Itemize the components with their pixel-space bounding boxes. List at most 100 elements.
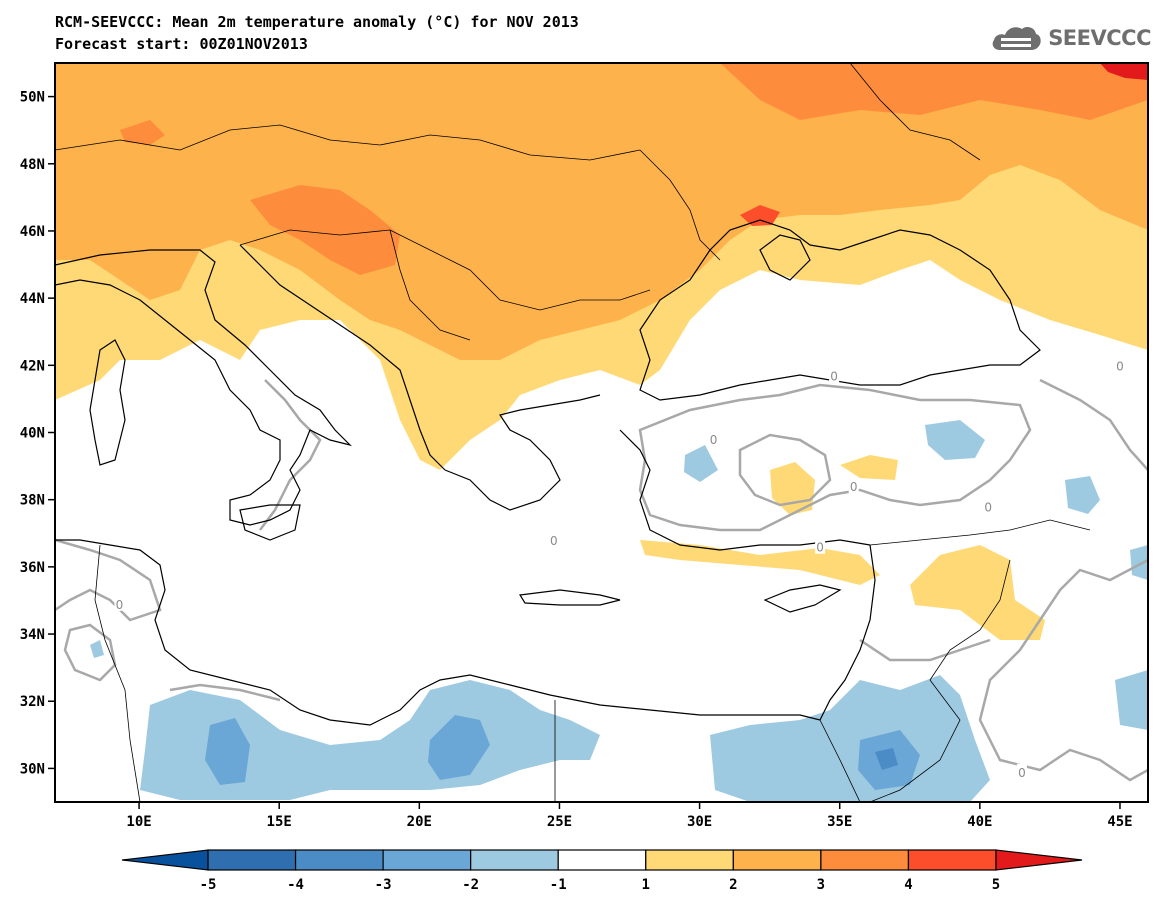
cool-anomaly-turkey-east	[925, 420, 985, 460]
lat-tick-label: 50N	[20, 90, 45, 106]
warm-anomaly-plus4-crimea	[740, 205, 780, 226]
border-danube	[389, 229, 471, 341]
lon-tick-label: 15E	[267, 814, 292, 830]
warm-anomaly-plus3-croatia	[250, 185, 400, 275]
colorbar-tick-label: -4	[287, 877, 304, 893]
cool-anomaly-east-edge	[1115, 670, 1148, 730]
contour-label: 0	[984, 500, 992, 514]
contour-label-background	[708, 431, 719, 447]
lat-tick-label: 34N	[20, 627, 45, 643]
contour-label: 0	[830, 369, 838, 383]
sardinia-corsica-coastline	[89, 339, 126, 466]
border-egypt-israel	[819, 719, 861, 802]
colorbar-bin	[907, 849, 997, 871]
forecast-start-label: Forecast start: 00Z01NOV2013	[55, 35, 308, 53]
zero-contour-tunisia	[63, 623, 117, 682]
contour-label-background	[815, 538, 826, 554]
colorbar-bin	[207, 849, 297, 871]
colorbar-bin	[470, 849, 559, 871]
crete-coastline	[518, 589, 621, 606]
border-jordan-saudi	[869, 679, 961, 802]
lon-tick-label: 30E	[687, 814, 712, 830]
colorbar-bin	[732, 849, 822, 871]
colorbar-tick-label: 5	[992, 877, 1000, 893]
zero-contours	[55, 378, 1148, 782]
map-title: RCM-SEEVCCC: Mean 2m temperature anomaly…	[55, 13, 579, 31]
colorbar-tick-label: 2	[729, 877, 737, 893]
cool-anomaly-tunisia	[90, 640, 104, 658]
contour-label-background	[1016, 763, 1027, 779]
logo-text: SEEVCCC	[1048, 26, 1151, 50]
cool-anomaly-core-gulf-sidra	[428, 715, 490, 780]
colorbar-tick-label: 3	[817, 877, 825, 893]
cool-anomaly-core-jordan-deep	[875, 748, 898, 770]
colorbar-min-extension	[121, 849, 209, 871]
contour-label-background	[114, 595, 125, 611]
sicily-coastline	[239, 504, 301, 541]
lat-tick-label: 40N	[20, 426, 45, 442]
lon-tick-label: 10E	[126, 814, 151, 830]
warm-anomaly-plus3-alps	[120, 120, 165, 145]
contour-label: 0	[1116, 359, 1124, 373]
zero-contour-anatolia	[638, 383, 1032, 532]
border-turkey-syria	[869, 519, 1091, 546]
lon-tick-label: 25E	[547, 814, 572, 830]
warm-anomaly-east-turkey	[840, 455, 898, 480]
zero-contour-east	[1039, 378, 1148, 471]
cyprus-coastline	[763, 584, 842, 613]
seevccc-logo: SEEVCCC	[990, 22, 1151, 54]
lat-tick-label: 32N	[20, 694, 45, 710]
colorbar-bin	[294, 849, 384, 871]
cool-anomaly-east-edge2	[1130, 545, 1148, 580]
black-sea-coastline	[639, 219, 1041, 401]
lat-tick-label: 30N	[20, 761, 45, 777]
border-ukraine	[639, 149, 721, 261]
contour-label: 0	[116, 598, 124, 612]
africa-coastline	[55, 539, 821, 726]
warm-anomaly-syria	[910, 545, 1045, 640]
latitude-axis: 30N 32N 34N 36N 38N 40N 42N 44N 46N 48N 50N	[20, 90, 55, 777]
cool-anomaly-egypt-israel	[710, 675, 990, 802]
colorbar-max-extension	[995, 849, 1083, 871]
cool-anomaly-core-libya	[205, 718, 250, 785]
coastlines	[55, 219, 1041, 726]
warm-anomaly-plus2-core	[55, 63, 1148, 360]
colorbar-tick-label: 1	[642, 877, 650, 893]
lat-tick-label: 36N	[20, 560, 45, 576]
colorbar-bin	[645, 849, 734, 871]
lat-tick-label: 38N	[20, 493, 45, 509]
warm-anomaly-plus3-ukraine	[720, 63, 1148, 120]
lat-tick-label: 46N	[20, 224, 45, 240]
country-borders	[55, 63, 1091, 802]
longitude-axis: 10E 15E 20E 25E 30E 35E 40E 45E	[126, 802, 1133, 830]
contour-label: 0	[710, 433, 718, 447]
contour-labels: 0 0 0 0 0 0 0 0 0	[114, 357, 1125, 780]
contour-label: 0	[816, 541, 824, 555]
contour-label-background	[548, 531, 559, 547]
cool-anomaly-iran-border	[1065, 476, 1100, 514]
contour-label-background	[1114, 357, 1125, 373]
zero-contour-north-africa	[55, 538, 162, 622]
greece-coastline	[444, 394, 601, 511]
levant-coastline	[819, 544, 876, 721]
border-east	[849, 63, 981, 161]
lon-tick-label: 20E	[407, 814, 432, 830]
contour-label: 0	[850, 480, 858, 494]
zero-contour-gulf-sidra	[169, 683, 281, 702]
colorbar: -5 -4 -3 -2 -1 1 2 3 4 5	[121, 849, 1083, 893]
turkey-south-coastline	[619, 429, 871, 551]
colorbar-tick-label: -5	[200, 877, 217, 893]
colorbar-tick-label: -1	[550, 877, 567, 893]
lon-tick-label: 40E	[967, 814, 992, 830]
border-algeria-tunisia	[94, 544, 141, 802]
colorbar-bin	[557, 849, 647, 871]
border-central-europe	[55, 124, 641, 161]
zero-contour-middle-east	[978, 558, 1148, 782]
cloud-icon	[992, 26, 1041, 50]
border-balkans	[239, 229, 651, 311]
contour-label: 0	[1018, 766, 1026, 780]
lat-tick-label: 42N	[20, 358, 45, 374]
lat-tick-label: 44N	[20, 291, 45, 307]
adriatic-coastline	[239, 244, 446, 471]
